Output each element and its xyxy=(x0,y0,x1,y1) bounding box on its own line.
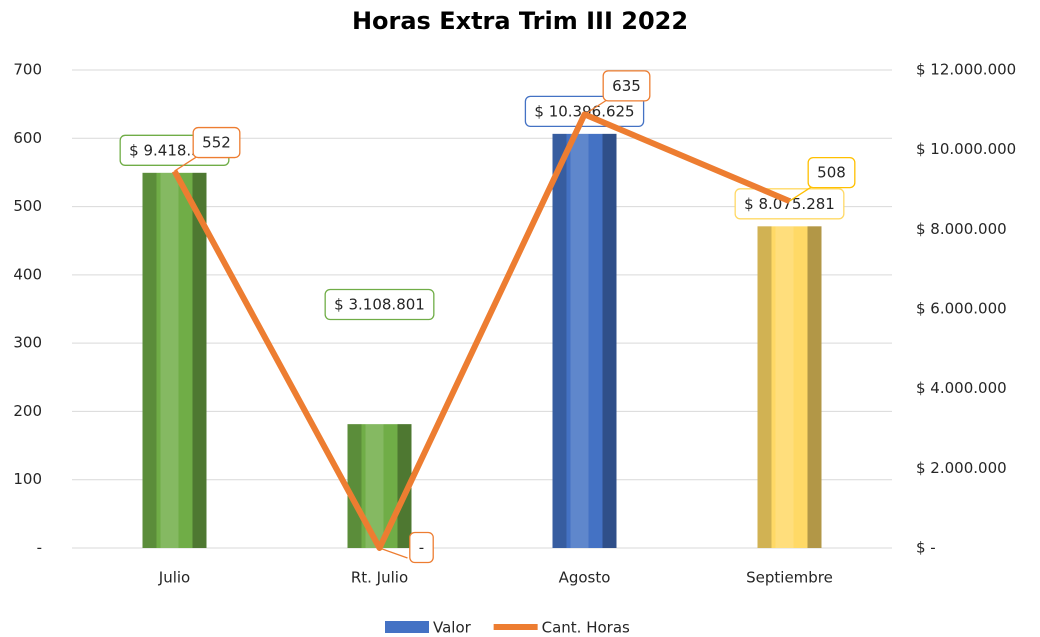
y2-tick-label: $ 12.000.000 xyxy=(916,61,1016,79)
x-tick-label: Agosto xyxy=(559,569,611,587)
x-tick-label: Septiembre xyxy=(746,569,833,587)
line-label: 635 xyxy=(612,77,641,95)
bar-shade xyxy=(142,172,157,548)
line-label: - xyxy=(419,539,424,557)
line-label: 508 xyxy=(817,164,846,182)
y2-tick-label: $ 6.000.000 xyxy=(916,300,1007,318)
legend-swatch xyxy=(385,621,429,633)
x-tick-label: Rt. Julio xyxy=(351,569,408,587)
bar xyxy=(552,133,617,548)
bar-shade xyxy=(807,226,822,548)
y-tick-label: 300 xyxy=(13,334,42,352)
line-label-box xyxy=(602,70,651,102)
bar-shade xyxy=(602,133,617,548)
leader xyxy=(379,547,408,559)
line xyxy=(171,111,791,551)
y-tick-label: 500 xyxy=(13,197,42,215)
legend-label: Valor xyxy=(433,619,472,637)
x-tick-label: Julio xyxy=(158,569,190,587)
bar-highlight xyxy=(160,172,179,548)
bar-label: $ 10.396.625 xyxy=(534,102,634,120)
y2-tick-label: $ 10.000.000 xyxy=(916,140,1016,158)
y-tick-label: 700 xyxy=(13,61,42,79)
bar xyxy=(757,226,822,548)
bar-label-box xyxy=(324,288,435,321)
bar xyxy=(142,172,207,548)
bar-shade xyxy=(552,133,567,548)
y-tick-label: 400 xyxy=(13,265,42,283)
line-label-box xyxy=(192,126,241,159)
y2-tick-label: $ - xyxy=(916,539,936,557)
bar-shade xyxy=(347,424,362,548)
chart-title: Horas Extra Trim III 2022 xyxy=(352,7,688,35)
y2-tick-label: $ 8.000.000 xyxy=(916,220,1007,238)
bar xyxy=(347,424,412,548)
y2-tick-label: $ 2.000.000 xyxy=(916,459,1007,477)
bar-highlight xyxy=(365,424,384,548)
y-tick-label: 200 xyxy=(13,402,42,420)
y2-tick-label: $ 4.000.000 xyxy=(916,379,1007,397)
line-label-box xyxy=(807,156,856,189)
bar-highlight xyxy=(570,133,589,548)
y-tick-label: - xyxy=(37,539,42,557)
bar-shade xyxy=(192,172,207,548)
line-label: 552 xyxy=(202,134,231,152)
bar-label-box xyxy=(734,188,845,220)
line-label-box xyxy=(409,531,434,564)
bar-shade xyxy=(397,424,412,548)
y-tick-label: 100 xyxy=(13,470,42,488)
bar-label: $ 8.075.281 xyxy=(744,195,835,213)
bar-label: $ 3.108.801 xyxy=(334,296,425,314)
y-tick-label: 600 xyxy=(13,129,42,147)
bar-highlight xyxy=(775,226,794,548)
bar-label-box xyxy=(524,95,645,128)
bar-shade xyxy=(757,226,772,548)
legend-label: Cant. Horas xyxy=(542,619,630,637)
